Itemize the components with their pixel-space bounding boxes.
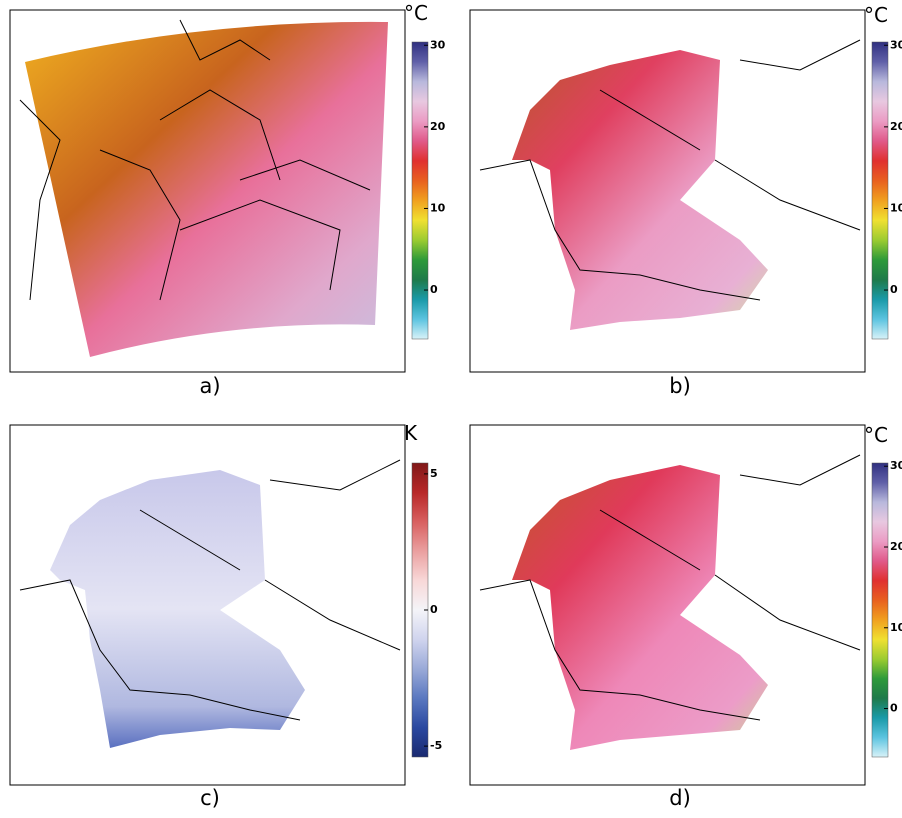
colorbar-tick-label: 10 bbox=[890, 621, 902, 634]
colorbar-tick-label: 20 bbox=[890, 540, 902, 553]
colorbar-unit: °C bbox=[864, 423, 888, 447]
colorbar bbox=[872, 42, 888, 339]
map-d bbox=[470, 425, 865, 785]
map-c bbox=[10, 425, 405, 785]
colorbar-tick-label: 30 bbox=[890, 459, 902, 472]
colorbar-tick-label: 30 bbox=[890, 38, 902, 51]
figure: a) °C 0 10 20 30 b) °C 0 10 20 30 c) K -5 0 5 d) °C 0 10 20 30 bbox=[0, 0, 902, 818]
colorbar-tick-label: 5 bbox=[430, 467, 438, 480]
colorbar-tick-label: 20 bbox=[430, 120, 446, 133]
colorbar-tick-label: -5 bbox=[430, 739, 442, 752]
colorbar-tick-label: 0 bbox=[430, 283, 438, 296]
colorbar-tick-label: 0 bbox=[890, 283, 898, 296]
caption: c) bbox=[200, 786, 220, 810]
map-a bbox=[10, 10, 405, 372]
colorbar-tick-label: 10 bbox=[890, 201, 902, 214]
colorbar-tick-label: 10 bbox=[430, 201, 446, 214]
map-b bbox=[470, 10, 865, 372]
caption: a) bbox=[199, 374, 220, 398]
colorbar-tick-label: 20 bbox=[890, 120, 902, 133]
colorbar-tick-label: 0 bbox=[430, 603, 438, 616]
caption: b) bbox=[669, 374, 691, 398]
colorbar bbox=[412, 42, 428, 339]
colorbar-unit: K bbox=[404, 421, 418, 445]
colorbar bbox=[872, 463, 888, 757]
colorbar-tick-label: 0 bbox=[890, 702, 898, 715]
colorbar-unit: °C bbox=[864, 3, 888, 27]
colorbar-unit: °C bbox=[404, 1, 428, 25]
colorbar-tick-label: 30 bbox=[430, 38, 446, 51]
caption: d) bbox=[669, 786, 691, 810]
